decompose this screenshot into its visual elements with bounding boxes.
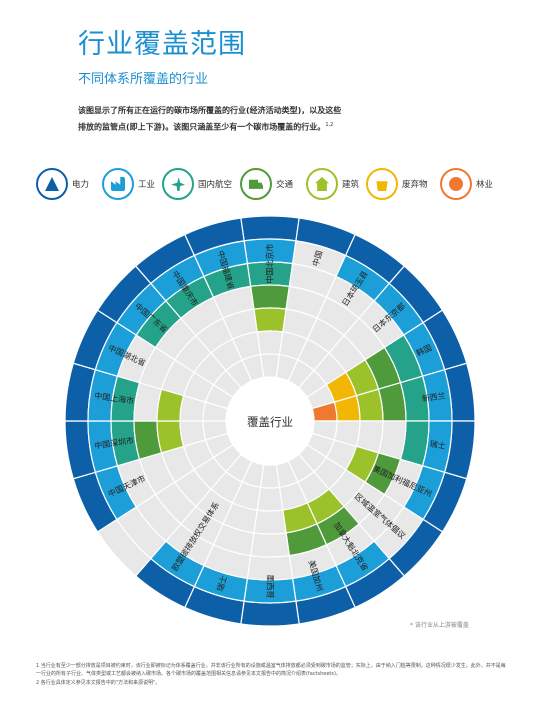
legend-label-building: 建筑 <box>342 180 360 190</box>
legend-label-waste: 废弃物 <box>402 180 428 190</box>
coverage-cell <box>241 354 265 382</box>
power-tower-icon <box>36 168 68 200</box>
intro-text: 该图显示了所有正在运行的碳市场所覆盖的行业(经济活动类型)，以及这些 排放的监管… <box>78 104 378 135</box>
coverage-chart: 中国北京市 中国 日本琦玉县 日本东京都 韩国 新西兰 瑞士 美国加利福尼亚州 区域温室气体倡议… <box>0 206 540 627</box>
legend-label-industry: 工业 <box>138 180 156 190</box>
truck-icon <box>240 168 272 200</box>
center-circle <box>228 379 312 463</box>
coverage-segments <box>64 215 476 627</box>
coverage-cell <box>249 284 291 310</box>
intro-superscript: 1,2 <box>325 122 334 128</box>
coverage-cell <box>256 330 284 356</box>
footnote-2: 2 各行业具体定义参见本文报告中的"方法和来源说明"。 <box>36 680 161 686</box>
legend-label-aviation: 国内航空 <box>198 180 233 190</box>
coverage-cell <box>240 215 300 242</box>
system-label: 新西兰 <box>421 390 446 403</box>
footnote-legend: * 该行业从上游被覆盖 <box>410 622 469 629</box>
sector-legend: 电力 工业 国内航空 交通 建筑 废弃物 林业 <box>36 168 506 204</box>
legend-label-transport: 交通 <box>276 180 294 190</box>
intro-line-2: 排放的监管点(即上下游)。该图只涵盖至少有一个碳市场覆盖的行业。 <box>78 122 326 132</box>
coverage-cell <box>253 509 287 535</box>
system-label: 中国北京市 <box>265 244 275 284</box>
page-title: 行业覆盖范围 <box>78 29 246 60</box>
system-label: 中国 <box>310 249 324 267</box>
system-label: 墨西哥 <box>266 574 275 598</box>
page-subtitle: 不同体系所覆盖的行业 <box>78 72 209 87</box>
system-label: 瑞士 <box>429 439 446 451</box>
tree-icon <box>440 168 472 200</box>
legend-label-forestry: 林业 <box>476 180 494 190</box>
waste-icon <box>366 168 398 200</box>
coverage-cell <box>240 600 300 627</box>
coverage-cell <box>256 486 284 512</box>
center-label: 覆盖行业 <box>247 415 293 429</box>
footnotes: 1 当行业有至少一部分排放是项目被约束时，该行业即被标记为体系覆盖行业。并非该行… <box>36 662 506 688</box>
system-label: 瑞士 <box>215 574 229 592</box>
house-icon <box>306 168 338 200</box>
airplane-icon <box>162 168 194 200</box>
coverage-radial-chart: 中国北京市 中国日本琦玉县日本东京都韩国新西兰瑞士美国加利福尼亚州区域温室气体倡议… <box>64 215 476 627</box>
factory-icon <box>102 168 134 200</box>
intro-line-1: 该图显示了所有正在运行的碳市场所覆盖的行业(经济活动类型)，以及这些 <box>78 106 342 115</box>
coverage-cell <box>249 532 291 558</box>
coverage-cell <box>253 307 287 333</box>
footnote-1: 1 当行业有至少一部分排放是项目被约束时，该行业即被标记为体系覆盖行业。并非该行… <box>36 663 506 677</box>
legend-label-power: 电力 <box>72 180 90 190</box>
